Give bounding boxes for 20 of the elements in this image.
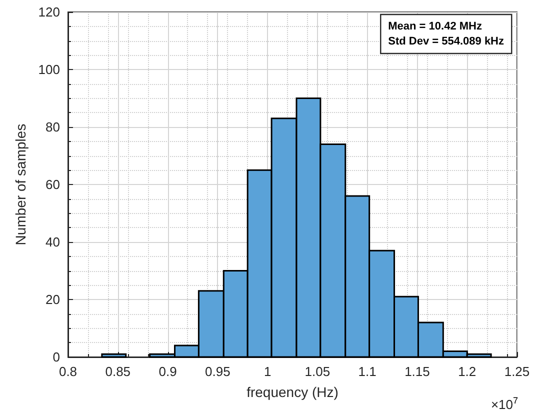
x-tick-label: 1.2: [458, 364, 476, 379]
x-tick-label: 0.8: [58, 364, 78, 379]
y-tick-label: 60: [46, 177, 60, 192]
y-tick-label: 40: [46, 234, 60, 250]
y-tick-label: 100: [38, 62, 60, 77]
y-tick-label: 0: [52, 350, 60, 364]
y-tick-label: 20: [46, 292, 60, 307]
annotation: Mean = 10.42 MHz Std Dev = 554.089 kHz: [388, 20, 504, 48]
x-tick-label: 1.25: [504, 364, 530, 379]
x-axis-title: frequency (Hz): [246, 384, 338, 400]
y-tick-label: 80: [46, 120, 60, 134]
x-tick-label: 1.1: [358, 364, 376, 379]
x-tick-label: 0.95: [205, 364, 230, 379]
y-tick-label: 120: [38, 4, 60, 20]
x-tick-label: 0.9: [158, 364, 177, 379]
y-axis-title: Number of samples: [12, 124, 28, 246]
x-tick-label: 1: [264, 364, 272, 379]
x-tick-label: 0.85: [105, 364, 131, 379]
x-tick-label: 1.05: [304, 364, 330, 379]
x-tick-label: 1.15: [404, 364, 430, 379]
